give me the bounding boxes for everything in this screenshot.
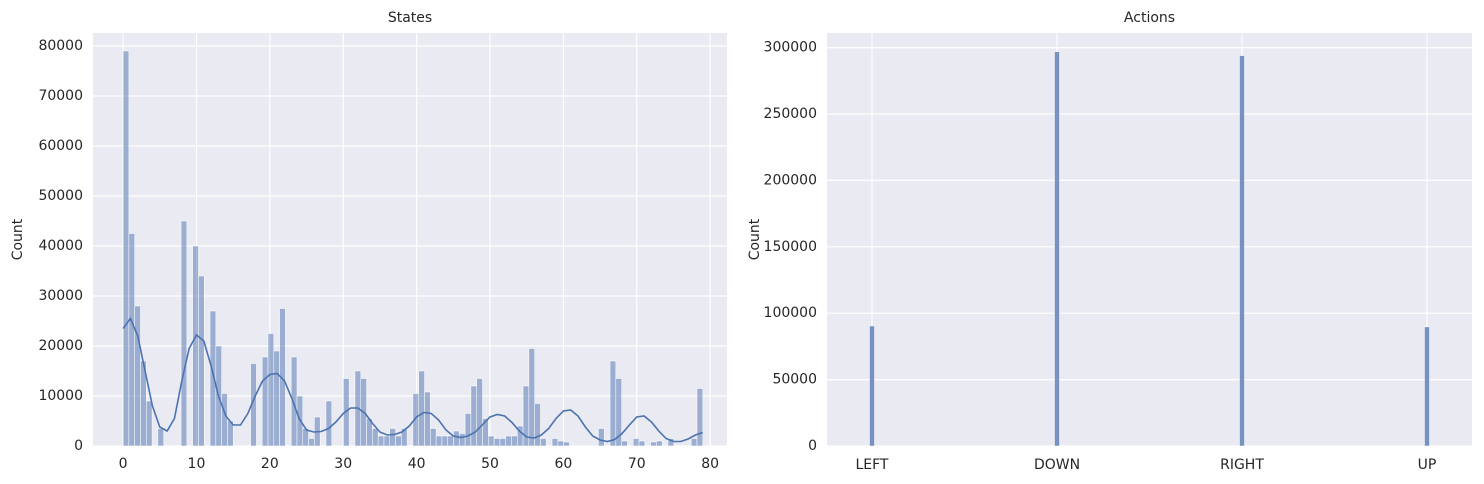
histogram-bar [476,378,483,447]
histogram-bar [464,413,472,447]
histogram-bar [482,418,489,447]
histogram-bar [499,438,506,447]
histogram-bar [528,348,535,447]
histogram-bar [198,275,205,447]
histogram-bar [221,393,228,447]
histogram-bar [424,391,431,447]
histogram-bar [279,308,286,447]
x-tick-label: RIGHT [1220,457,1264,473]
chart-title: Actions [1124,10,1175,26]
histogram-bar [511,435,518,447]
plot-area [827,33,1472,446]
y-tick-label: 100000 [764,305,817,321]
histogram-bar [418,370,425,447]
histogram-bar [435,435,443,447]
chart-title: States [388,10,432,26]
histogram-bar [453,430,460,447]
histogram-bar [534,403,541,447]
x-tick-label: 0 [119,456,128,472]
x-tick-label: 30 [334,456,352,472]
kde-line [122,316,704,443]
bar [1239,55,1245,447]
x-tick-label: 70 [628,456,646,472]
histogram-bar [157,428,164,447]
histogram-bar [267,333,275,447]
histogram-bar [656,440,663,447]
histogram-bar [557,440,564,447]
histogram-bar [290,356,298,447]
histogram-bar [615,378,622,447]
histogram-bar [690,438,698,447]
histogram-bar [343,378,350,447]
histogram-bar [696,388,704,447]
bar [1424,326,1430,447]
histogram-bar [383,435,390,447]
histogram-bar [146,400,153,447]
histogram-bar [650,441,657,447]
histogram-bar [395,435,402,447]
y-tick-label: 10000 [38,388,83,404]
x-tick-label: LEFT [855,457,888,473]
histogram-bar [563,441,570,447]
histogram-bar [377,435,385,447]
y-tick-label: 0 [74,438,83,454]
x-tick-label: 50 [481,456,499,472]
y-tick-label: 150000 [764,239,817,255]
histogram-bar [638,440,646,447]
histogram-bar [632,438,640,447]
histogram-bar [551,438,559,447]
histogram-bar [505,435,512,447]
histogram-bar [250,363,257,447]
y-tick-label: 250000 [764,106,817,122]
y-tick-label: 60000 [38,138,83,154]
bar [869,325,875,447]
histogram-bar [540,438,547,447]
x-tick-label: UP [1418,457,1437,473]
histogram-bar [372,428,379,447]
x-tick-label: 60 [554,456,572,472]
y-tick-label: 300000 [764,40,817,56]
histogram-bar [441,435,448,447]
histogram-bar [308,438,315,447]
y-tick-label: 20000 [38,338,83,354]
histogram-bar [430,428,437,447]
histogram-bar [447,435,454,447]
y-tick-label: 80000 [38,38,83,54]
histogram-bar [459,433,466,447]
y-axis-label: Count [747,218,763,260]
histogram-bar [401,428,408,447]
x-tick-label: 20 [261,456,279,472]
histogram-bar [609,360,617,447]
histogram-bar [470,385,477,447]
y-axis-label: Count [10,218,26,260]
histogram-bar [325,400,333,447]
histogram-bar [122,50,130,447]
plot-area [93,33,727,446]
histogram-bar [621,440,628,447]
histogram-bar [261,356,269,447]
x-tick-label: 80 [701,456,719,472]
y-tick-label: 50000 [772,372,817,388]
y-tick-label: 0 [808,438,817,454]
histogram-bar [598,428,605,447]
x-tick-label: 10 [188,456,206,472]
x-tick-label: DOWN [1034,457,1080,473]
y-tick-label: 70000 [38,88,83,104]
x-tick-label: 40 [408,456,426,472]
histogram-bar [134,305,141,447]
histogram-bar [488,435,495,447]
histogram-bar [192,245,199,447]
y-tick-label: 30000 [38,288,83,304]
histogram-bar [273,350,280,447]
y-tick-label: 40000 [38,238,83,254]
histogram-bar [493,438,501,447]
bar [1054,51,1060,447]
y-tick-label: 50000 [38,188,83,204]
histogram-bar [180,220,188,447]
y-tick-label: 200000 [764,172,817,188]
histogram-bar [128,233,135,447]
histogram-bar [389,428,396,447]
